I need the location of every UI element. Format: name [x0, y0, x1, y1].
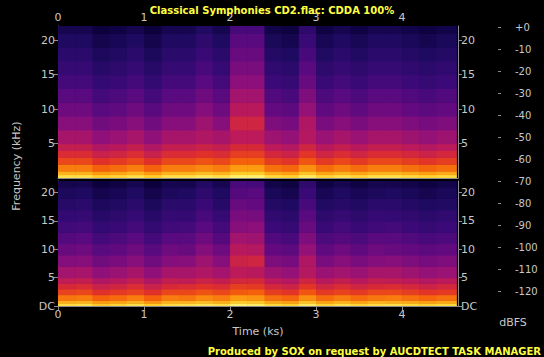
svg-text:20: 20	[41, 34, 55, 47]
svg-text:10: 10	[41, 243, 55, 256]
svg-text:3: 3	[312, 11, 320, 24]
svg-text:5: 5	[461, 137, 468, 150]
svg-text:-30: -30	[515, 88, 531, 99]
svg-text:15: 15	[41, 214, 55, 227]
svg-text:20: 20	[461, 34, 475, 47]
svg-text:Classical Symphonies CD2.flac:: Classical Symphonies CD2.flac: CDDA 100%	[150, 5, 395, 16]
svg-text:-110: -110	[515, 264, 538, 275]
svg-text:2: 2	[227, 308, 234, 321]
svg-text:15: 15	[41, 68, 55, 81]
svg-text:dBFS: dBFS	[499, 316, 527, 329]
svg-text:3: 3	[313, 308, 320, 321]
svg-text:10: 10	[461, 103, 475, 116]
svg-text:-100: -100	[515, 242, 538, 253]
svg-text:DC: DC	[39, 300, 55, 313]
svg-text:5: 5	[461, 271, 468, 284]
svg-text:0: 0	[55, 11, 62, 24]
svg-text:+0: +0	[515, 22, 530, 33]
svg-text:5: 5	[48, 137, 55, 150]
svg-text:20: 20	[461, 186, 475, 199]
svg-text:-80: -80	[515, 198, 531, 209]
svg-text:2: 2	[226, 11, 234, 24]
svg-text:4: 4	[399, 11, 406, 24]
svg-text:5: 5	[48, 271, 55, 284]
svg-text:15: 15	[461, 68, 475, 81]
svg-text:-70: -70	[515, 176, 531, 187]
svg-text:10: 10	[461, 243, 475, 256]
svg-text:Time (ks): Time (ks)	[231, 325, 283, 338]
svg-text:15: 15	[461, 214, 475, 227]
svg-text:0: 0	[55, 308, 62, 321]
svg-text:-50: -50	[515, 132, 531, 143]
svg-text:-10: -10	[515, 44, 531, 55]
svg-text:-90: -90	[515, 220, 531, 231]
svg-text:1: 1	[141, 308, 148, 321]
svg-text:1: 1	[141, 11, 148, 24]
svg-text:DC: DC	[461, 300, 477, 313]
svg-text:-120: -120	[515, 286, 538, 297]
svg-text:-60: -60	[515, 154, 531, 165]
svg-text:10: 10	[41, 103, 55, 116]
svg-text:4: 4	[399, 308, 406, 321]
svg-text:-40: -40	[515, 110, 531, 121]
svg-text:Produced by SOX on request by: Produced by SOX on request by AUCDTECT T…	[208, 346, 542, 357]
svg-text:-20: -20	[515, 66, 531, 77]
svg-text:Frequency (kHz): Frequency (kHz)	[10, 121, 23, 210]
svg-text:20: 20	[41, 186, 55, 199]
